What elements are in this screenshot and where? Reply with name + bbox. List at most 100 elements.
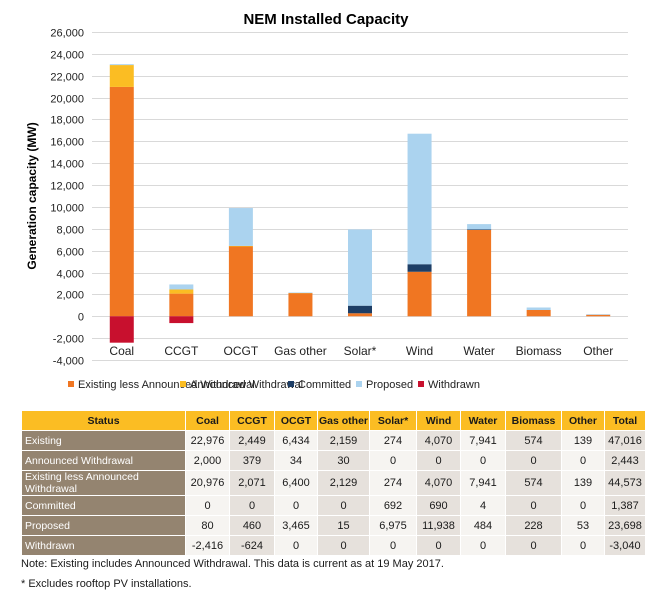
y-tick-label: 16,000 <box>50 137 84 149</box>
value-cell: 0 <box>186 496 229 515</box>
y-tick-label: -2,000 <box>53 334 84 346</box>
x-category-label: OCGT <box>224 344 259 358</box>
capacity-table: Status Coal CCGT OCGT Gas other Solar* Wind Wat… <box>21 410 646 556</box>
value-cell: 0 <box>562 496 604 515</box>
value-cell: 0 <box>562 451 604 470</box>
y-tick-label: 8,000 <box>56 225 84 237</box>
bar-segment <box>348 305 372 314</box>
value-cell: 3,465 <box>275 516 317 535</box>
bar-segment <box>228 208 253 246</box>
x-category-label: Wind <box>406 344 433 358</box>
value-cell: 0 <box>275 496 317 515</box>
legend-swatch <box>288 381 294 387</box>
value-cell: 690 <box>417 496 460 515</box>
value-cell: 0 <box>318 536 369 555</box>
y-tick-label: 0 <box>78 312 84 324</box>
value-cell: 30 <box>318 451 369 470</box>
value-cell: 2,129 <box>318 471 369 495</box>
value-cell: 4,070 <box>417 471 460 495</box>
bar-segment <box>228 246 253 317</box>
value-cell: 1,387 <box>605 496 645 515</box>
value-cell: 460 <box>230 516 274 535</box>
value-cell: 0 <box>506 496 561 515</box>
table-row: Existing less Announced Withdrawal 20,976… <box>22 471 645 495</box>
value-cell: 379 <box>230 451 274 470</box>
bar-segment <box>407 133 432 265</box>
value-cell: 2,071 <box>230 471 274 495</box>
y-tick-label: 6,000 <box>56 247 84 259</box>
table-header-cell: Total <box>605 411 645 430</box>
table-header-cell: Wind <box>417 411 460 430</box>
y-tick-label: 14,000 <box>50 159 84 171</box>
legend-label: Announced Withdrawal <box>190 379 303 391</box>
bar-segment <box>169 316 194 324</box>
x-category-label: Coal <box>109 344 134 358</box>
bar-segment <box>586 314 611 317</box>
status-cell: Existing less Announced Withdrawal <box>22 471 185 495</box>
value-cell: 11,938 <box>417 516 460 535</box>
value-cell: -2,416 <box>186 536 229 555</box>
footnote-text: * Excludes rooftop PV installations. <box>21 578 192 590</box>
note-text: Note: Existing includes Announced Withdr… <box>21 558 444 570</box>
y-tick-label: 12,000 <box>50 181 84 193</box>
table-header-row: Status Coal CCGT OCGT Gas other Solar* Wind Wat… <box>22 411 645 430</box>
x-category-label: Other <box>583 344 613 358</box>
table-header-cell: Other <box>562 411 604 430</box>
value-cell: 0 <box>506 536 561 555</box>
bar-segment <box>467 229 492 231</box>
x-category-label: CCGT <box>164 344 199 358</box>
chart-title: NEM Installed Capacity <box>243 11 409 28</box>
legend-swatch <box>356 381 362 387</box>
table-header-cell: CCGT <box>230 411 274 430</box>
bar-segment <box>228 245 253 247</box>
bar-segment <box>407 271 432 317</box>
bar-segment <box>348 313 372 317</box>
value-cell: 15 <box>318 516 369 535</box>
legend-label: Withdrawn <box>428 379 480 391</box>
value-cell: 0 <box>370 536 416 555</box>
y-tick-label: 22,000 <box>50 72 84 84</box>
table-header-cell: Coal <box>186 411 229 430</box>
value-cell: 2,159 <box>318 431 369 450</box>
value-cell: -624 <box>230 536 274 555</box>
x-category-label: Gas other <box>274 344 327 358</box>
value-cell: 47,016 <box>605 431 645 450</box>
value-cell: 6,434 <box>275 431 317 450</box>
bar-segment <box>526 307 551 310</box>
y-tick-label: 10,000 <box>50 203 84 215</box>
value-cell: 6,400 <box>275 471 317 495</box>
value-cell: 0 <box>230 496 274 515</box>
table-header-cell: Biomass <box>506 411 561 430</box>
bar-segment <box>467 229 492 317</box>
value-cell: 484 <box>461 516 505 535</box>
value-cell: 574 <box>506 471 561 495</box>
x-category-label: Biomass <box>516 344 562 358</box>
table-row: Existing 22,976 2,449 6,434 2,159 274 4,070 7,9… <box>22 431 645 450</box>
legend-label: Committed <box>298 379 351 391</box>
table-row: Withdrawn -2,416 -624 0 0 0 0 0 0 0 -3,040 <box>22 536 645 555</box>
y-tick-label: 26,000 <box>50 28 84 40</box>
bar-segment <box>109 86 134 317</box>
y-tick-label: 4,000 <box>56 269 84 281</box>
value-cell: -3,040 <box>605 536 645 555</box>
value-cell: 2,449 <box>230 431 274 450</box>
value-cell: 139 <box>562 431 604 450</box>
bar-segment <box>169 289 194 294</box>
value-cell: 2,000 <box>186 451 229 470</box>
value-cell: 574 <box>506 431 561 450</box>
legend-label: Existing less Announced Withdrawal <box>78 379 255 391</box>
value-cell: 0 <box>506 451 561 470</box>
bar-segment <box>407 264 432 272</box>
bar-segment <box>526 309 551 317</box>
bars <box>109 64 611 343</box>
value-cell: 53 <box>562 516 604 535</box>
table-header-cell: Status <box>22 411 185 430</box>
value-cell: 23,698 <box>605 516 645 535</box>
y-tick-label: 24,000 <box>50 50 84 62</box>
value-cell: 34 <box>275 451 317 470</box>
value-cell: 692 <box>370 496 416 515</box>
value-cell: 80 <box>186 516 229 535</box>
bar-segment <box>169 284 194 290</box>
y-axis-ticks: -4,000 -2,000 0 2,000 4,000 6,000 8,000 10,000 1… <box>50 28 84 368</box>
value-cell: 0 <box>417 451 460 470</box>
